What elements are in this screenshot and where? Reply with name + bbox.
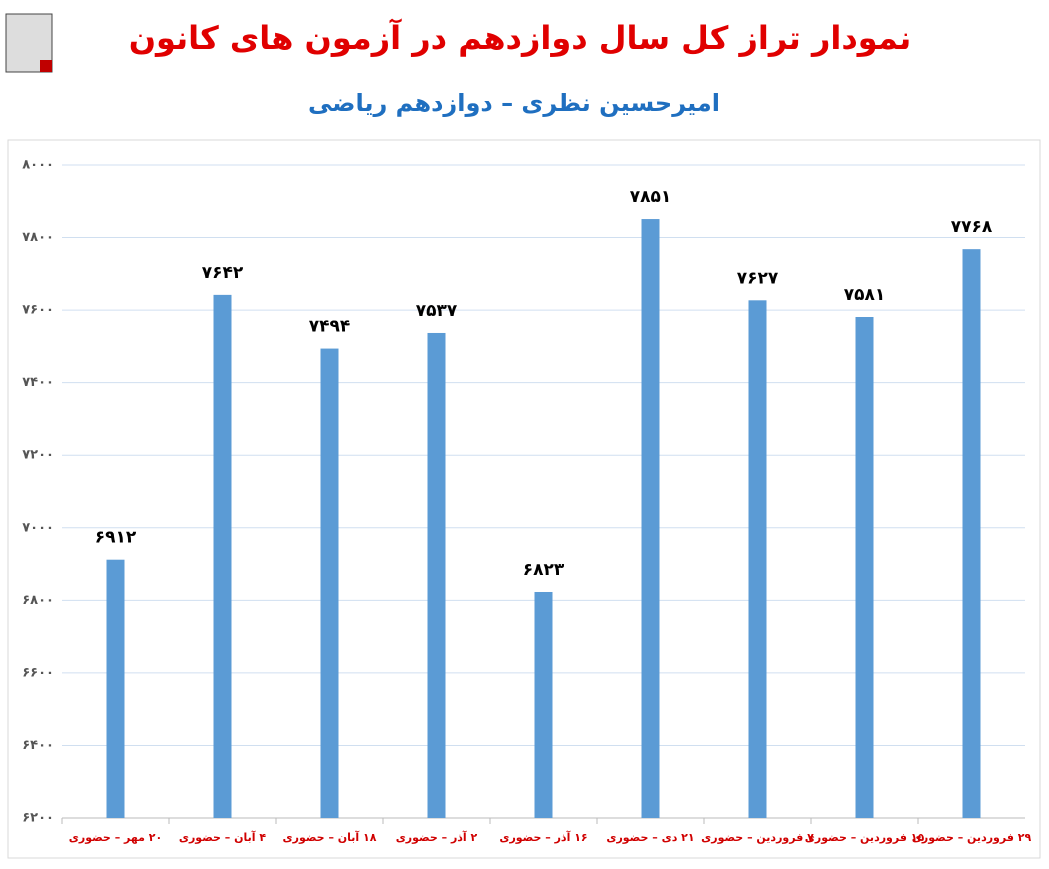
y-tick-label: ۷۲۰۰ (22, 448, 54, 463)
chart-title: نمودار تراز کل سال دوازدهم در آزمون های … (129, 18, 912, 57)
y-tick-label: ۶۸۰۰ (22, 593, 54, 608)
value-label: ۶۸۲۳ (523, 560, 565, 580)
value-label: ۷۶۲۷ (737, 268, 779, 288)
x-tick-label: ۱۶ آذر – حضوری (499, 830, 587, 844)
bar (641, 219, 660, 818)
y-tick-label: ۶۶۰۰ (22, 665, 54, 680)
x-tick-label: ۲۰ مهر – حضوری (69, 831, 162, 844)
x-tick-label: ۲۹ فروردین – حضوری (912, 831, 1032, 844)
y-tick-label: ۶۲۰۰ (22, 811, 54, 826)
bar (320, 348, 339, 818)
value-label: ۷۷۶۸ (951, 217, 993, 237)
y-tick-label: ۷۴۰۰ (22, 375, 54, 390)
bar (534, 591, 553, 818)
y-tick-label: ۷۶۰۰ (22, 303, 54, 318)
value-label: ۷۵۳۷ (416, 301, 458, 321)
value-label: ۷۸۵۱ (630, 187, 672, 207)
y-tick-label: ۷۸۰۰ (22, 230, 54, 245)
value-label: ۶۹۱۲ (95, 528, 137, 548)
bar (748, 300, 767, 818)
x-tick-label: ۷ فروردین – حضوری (701, 831, 814, 844)
bar (213, 294, 232, 818)
bar (427, 332, 446, 818)
x-tick-label: ۱۸ آبان – حضوری (283, 830, 377, 844)
value-label: ۷۶۴۲ (202, 263, 244, 283)
x-tick-label: ۴ آبان – حضوری (179, 830, 267, 844)
logo (5, 13, 53, 73)
value-label: ۷۴۹۴ (309, 317, 351, 337)
x-tick-label: ۱۵ فروردین – حضوری (805, 831, 925, 844)
bar (106, 559, 125, 818)
bar (855, 317, 874, 818)
y-tick-label: ۷۰۰۰ (22, 520, 54, 535)
bar (962, 249, 981, 819)
x-tick-label: ۲۱ دی – حضوری (606, 831, 694, 844)
y-tick-label: ۶۴۰۰ (22, 738, 54, 753)
plot-frame (7, 139, 1041, 859)
chart-subtitle: امیرحسین نظری – دوازدهم ریاضی (308, 89, 720, 117)
value-label: ۷۵۸۱ (844, 285, 886, 305)
y-tick-label: ۸۰۰۰ (22, 158, 54, 173)
x-tick-label: ۲ آذر – حضوری (396, 830, 478, 844)
